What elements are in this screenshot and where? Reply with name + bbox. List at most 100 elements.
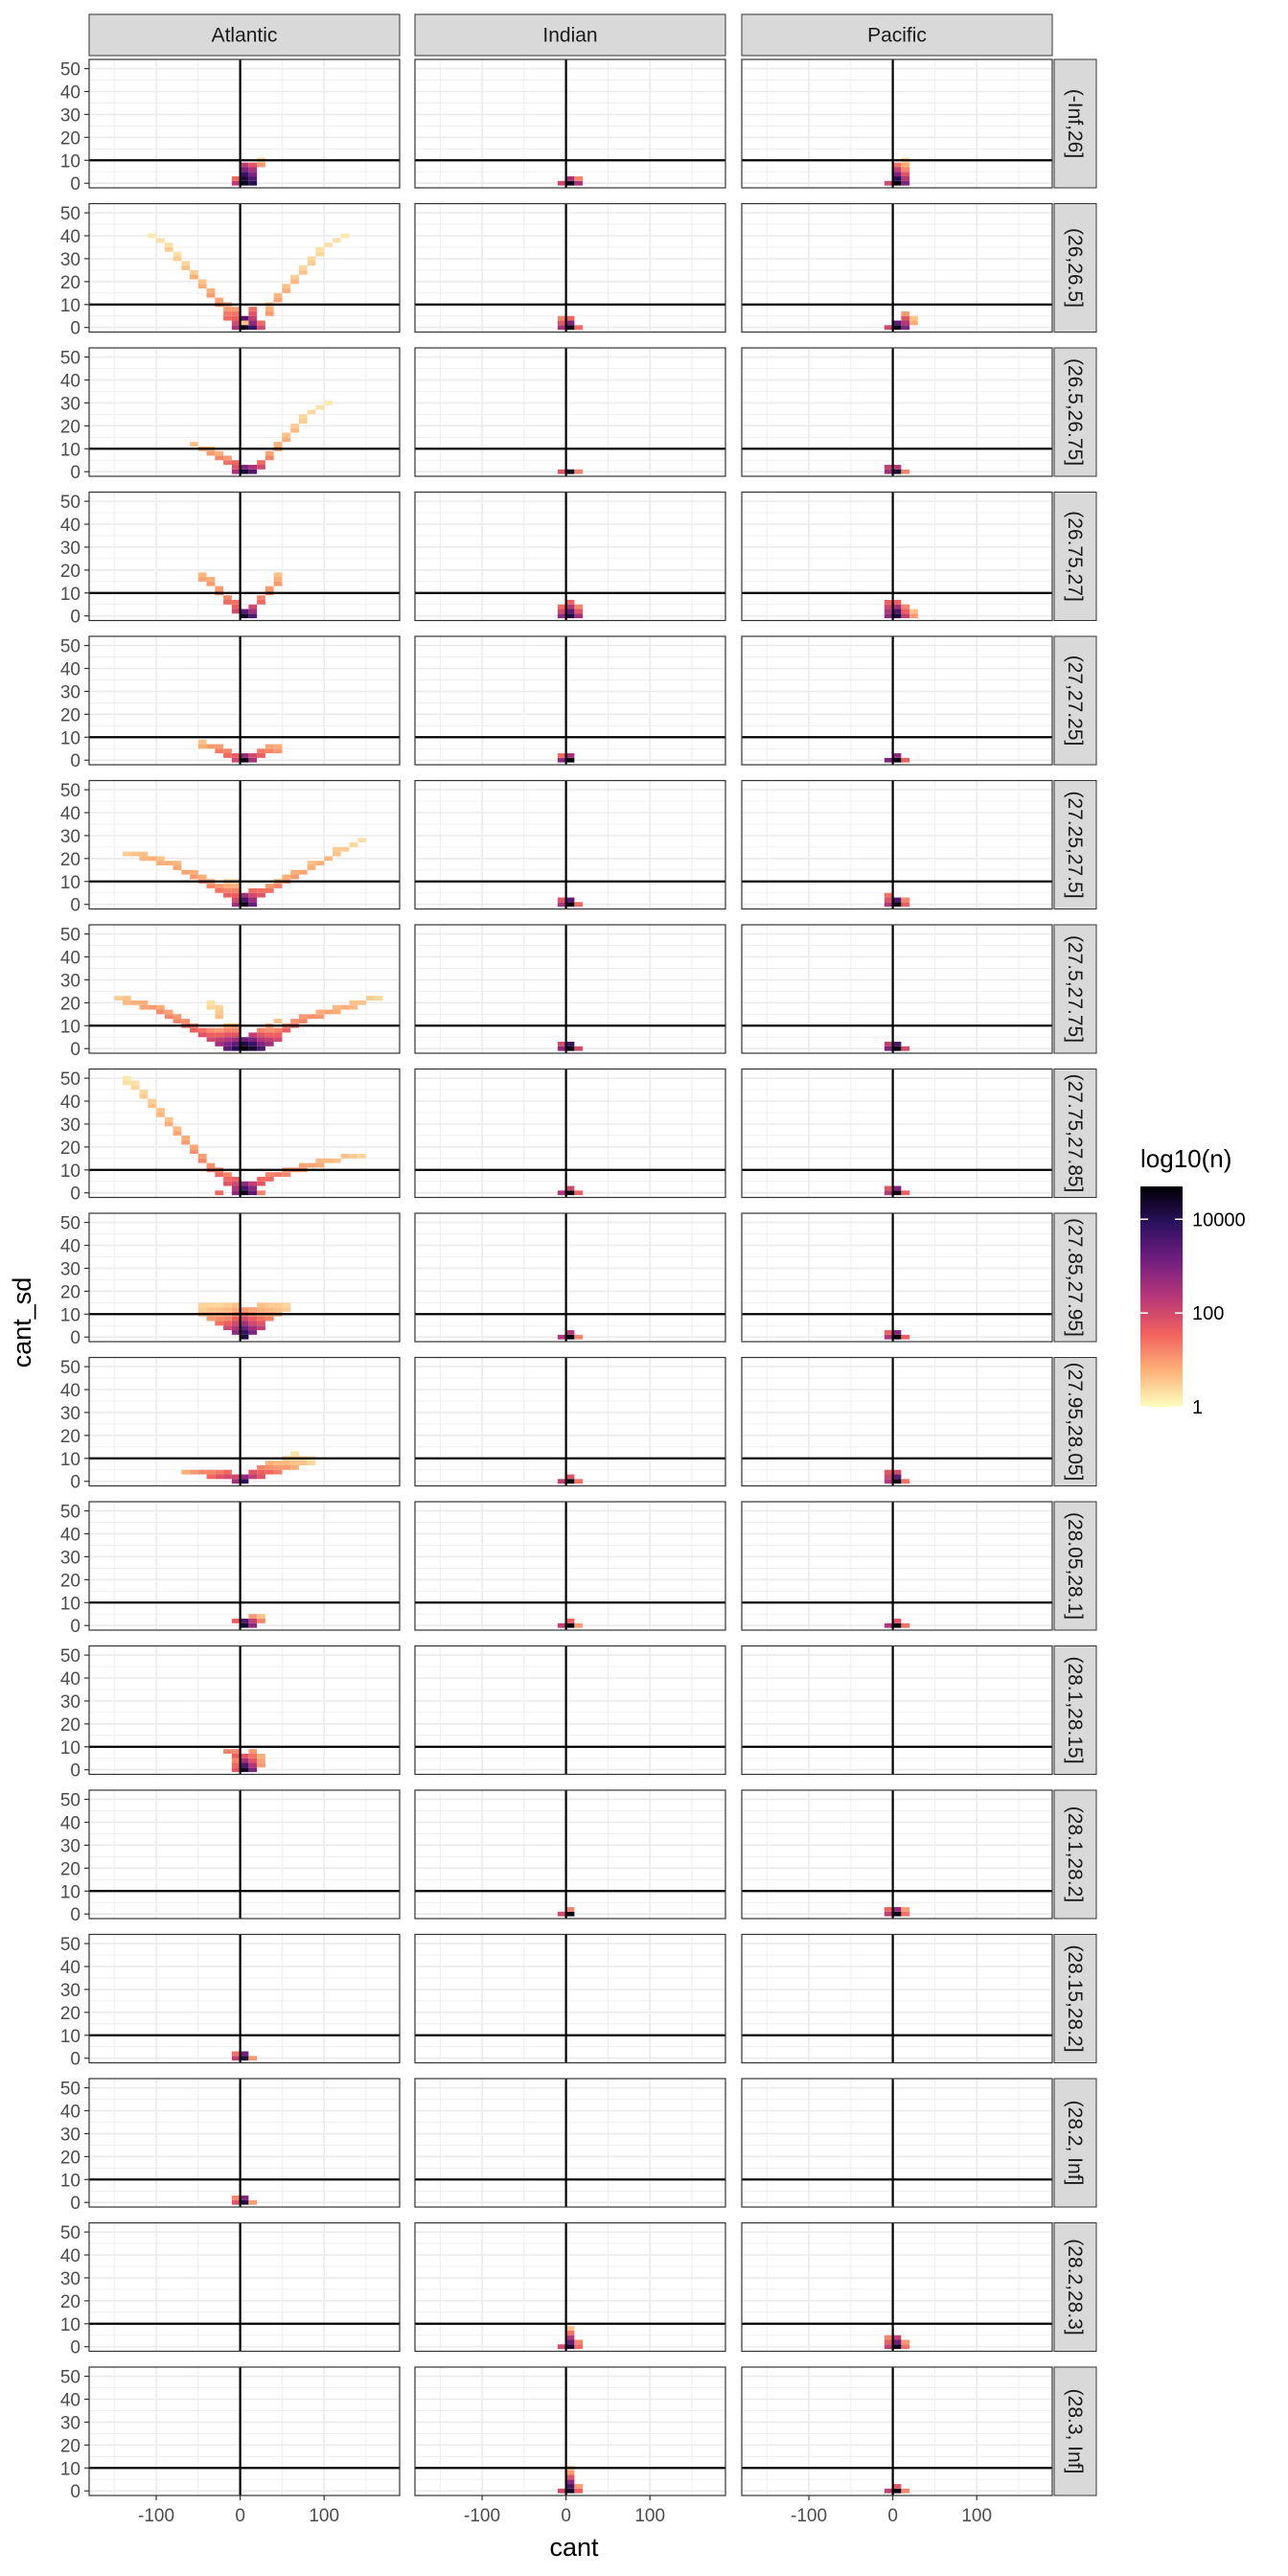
heatmap-cell [248, 1181, 258, 1186]
heatmap-cell [565, 1042, 575, 1046]
heatmap-cell [565, 1619, 575, 1623]
panel-border [414, 2078, 726, 2208]
heatmap-cell [123, 1075, 131, 1081]
heatmap-cell [324, 856, 333, 862]
heatmap-cell [565, 2470, 575, 2475]
row-strip-label: (27.95,28.05] [1064, 1363, 1086, 1482]
panel [741, 58, 1053, 189]
row-strip-label: (27.85,27.95] [1064, 1218, 1086, 1337]
heatmap-cell [574, 1334, 584, 1340]
panel-background [742, 636, 1052, 765]
legend-tick-label: 1 [1192, 1397, 1203, 1418]
y-tick-label: 10 [60, 1450, 80, 1470]
heatmap-cell [565, 2326, 575, 2331]
heatmap-cell [231, 1316, 241, 1322]
heatmap-cell [264, 1037, 274, 1043]
panel-background [89, 1934, 400, 2063]
heatmap-cell [240, 1042, 249, 1046]
heatmap-cell [282, 432, 291, 438]
panel [741, 779, 1053, 910]
heatmap-cell [315, 251, 325, 257]
heatmap-cell [298, 419, 308, 424]
heatmap-cell [290, 1460, 299, 1465]
y-tick-label: 0 [70, 2482, 80, 2502]
column-strip-label: Pacific [867, 25, 927, 47]
heatmap-cell [892, 1474, 902, 1480]
heatmap-cell [257, 1032, 265, 1038]
y-tick-label: 50 [60, 2368, 80, 2388]
heatmap-cell [257, 1753, 265, 1759]
panel-border [88, 924, 401, 1054]
panel-border [741, 924, 1053, 1054]
heatmap-cell [884, 325, 893, 331]
heatmap-cell [190, 1144, 198, 1150]
heatmap-cell [264, 1469, 274, 1475]
heatmap-cell [892, 757, 902, 763]
heatmap-cell [240, 753, 249, 758]
panel-border [414, 1933, 726, 2064]
heatmap-cell [123, 1080, 131, 1086]
heatmap-cell [231, 465, 241, 470]
panel-background [415, 492, 725, 621]
heatmap-cell [223, 1027, 232, 1033]
heatmap-cell [901, 1190, 910, 1196]
heatmap-cell [340, 233, 350, 239]
heatmap-cell [349, 1000, 358, 1005]
y-tick-label: 0 [70, 608, 80, 628]
heatmap-cell [264, 884, 274, 888]
heatmap-cell [884, 2334, 893, 2340]
heatmap-cell [257, 1474, 265, 1480]
heatmap-cell [264, 1307, 274, 1312]
heatmap-cell [231, 1325, 241, 1331]
heatmap-cell [282, 288, 291, 293]
heatmap-cell [231, 892, 241, 898]
heatmap-cell [197, 744, 207, 749]
heatmap-cell [223, 1181, 232, 1186]
panel-border [414, 1644, 726, 1776]
heatmap-cell [181, 261, 191, 266]
heatmap-cell [240, 1321, 249, 1326]
heatmap-cell [298, 1162, 308, 1168]
heatmap-cell [901, 325, 910, 331]
row-strip-label: (28.2,28.3] [1064, 2239, 1086, 2334]
heatmap-cell [892, 1911, 902, 1917]
heatmap-cell [215, 586, 224, 591]
heatmap-cell [257, 1302, 265, 1308]
heatmap-cell [257, 1027, 265, 1033]
heatmap-cell [240, 1185, 249, 1191]
panel-background [415, 2079, 725, 2207]
heatmap-cell [901, 162, 910, 168]
heatmap-cell [139, 1000, 149, 1005]
x-tick-label: -100 [791, 2506, 827, 2526]
heatmap-cell [206, 1000, 216, 1005]
y-tick-label: 50 [60, 1358, 80, 1378]
heatmap-cell [565, 2479, 575, 2485]
panel-background [89, 1790, 400, 1919]
heatmap-cell [290, 1451, 299, 1457]
heatmap-cell [298, 265, 308, 270]
panel [741, 924, 1053, 1054]
panel-border [741, 1644, 1053, 1776]
heatmap-cell [248, 1046, 258, 1051]
heatmap-cell [574, 2484, 584, 2489]
panel [414, 779, 726, 910]
panel-border [88, 202, 401, 334]
heatmap-cell [223, 307, 232, 311]
legend-tick-label: 10000 [1192, 1209, 1246, 1230]
heatmap-cell [565, 1330, 575, 1335]
panel-background [415, 925, 725, 1053]
heatmap-cell [565, 1474, 575, 1480]
panel-border [414, 1501, 726, 1631]
heatmap-cell [264, 586, 274, 591]
y-tick-label: 20 [60, 2004, 80, 2024]
heatmap-cell [901, 320, 910, 326]
panel [414, 2366, 726, 2496]
heatmap-cell [248, 1190, 258, 1196]
heatmap-cell [231, 320, 241, 326]
heatmap-cell [240, 180, 249, 186]
heatmap-cell [231, 609, 241, 614]
panel [741, 2221, 1053, 2353]
panel [88, 924, 401, 1054]
heatmap-cell [164, 1014, 173, 1020]
heatmap-cell [248, 315, 258, 321]
